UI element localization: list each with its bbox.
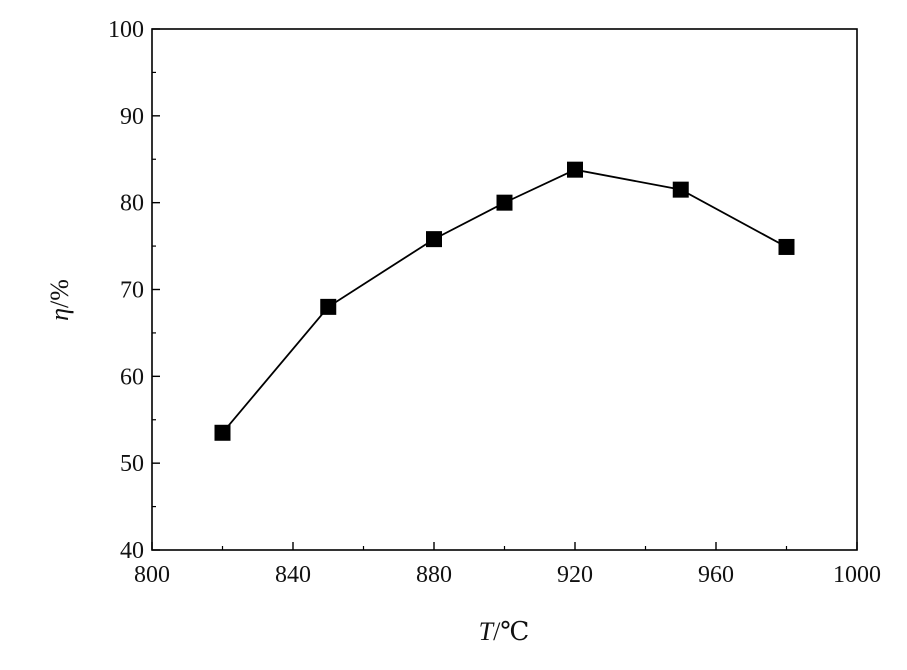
x-tick-label: 880 <box>416 562 452 588</box>
data-point-marker <box>320 298 337 315</box>
y-tick-label: 60 <box>120 364 144 390</box>
series-layer <box>214 161 795 441</box>
y-tick-label: 70 <box>120 278 144 304</box>
data-point-marker <box>778 238 795 255</box>
x-axis-title: T/℃ <box>479 617 530 646</box>
x-tick-label: 800 <box>134 562 170 588</box>
y-tick-label: 100 <box>108 17 144 43</box>
y-axis-symbol: η <box>45 308 74 321</box>
data-point-marker <box>214 424 231 441</box>
y-axis-title: η/% <box>45 279 74 321</box>
y-tick-label: 90 <box>120 104 144 130</box>
y-axis-ticks: 40 50 60 70 80 90 100 <box>108 17 160 564</box>
y-axis-unit: /% <box>45 279 74 308</box>
x-axis-ticks: 800 840 880 920 960 1000 <box>134 542 881 588</box>
data-point-marker <box>496 194 513 211</box>
x-tick-label: 920 <box>557 562 593 588</box>
x-axis-unit: /℃ <box>493 617 529 646</box>
y-tick-label: 80 <box>120 191 144 217</box>
x-tick-label: 1000 <box>833 562 881 588</box>
x-axis-symbol: T <box>479 617 495 646</box>
x-tick-label: 960 <box>698 562 734 588</box>
y-tick-label: 50 <box>120 451 144 477</box>
data-point-marker <box>567 161 583 178</box>
data-point-marker <box>672 181 689 198</box>
plot-frame <box>151 28 858 551</box>
data-point-marker <box>426 231 442 248</box>
y-tick-label: 40 <box>120 538 144 564</box>
x-tick-label: 840 <box>275 562 311 588</box>
